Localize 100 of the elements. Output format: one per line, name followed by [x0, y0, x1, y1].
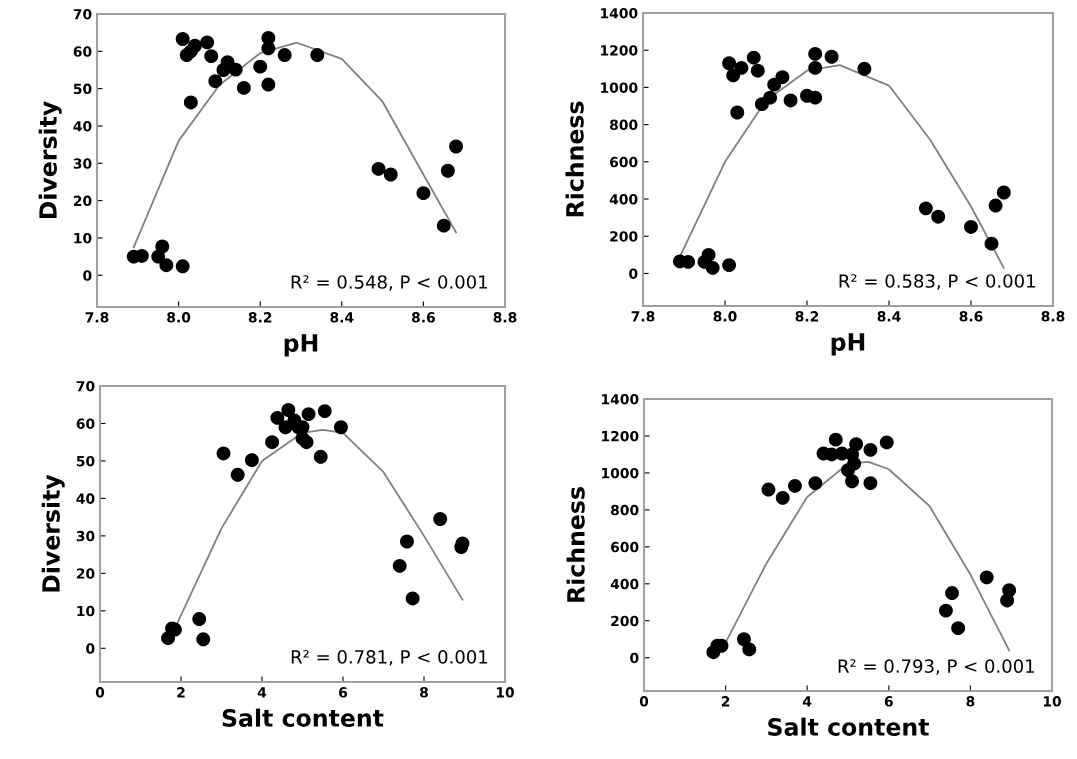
point [761, 482, 776, 497]
point [208, 74, 223, 89]
point [265, 435, 280, 450]
annotation: R² = 0.583, P < 0.001 [839, 274, 1035, 290]
y-tick-label: 1400 [601, 7, 638, 19]
point [828, 432, 843, 447]
x-tick-label: 8 [966, 696, 975, 707]
point [236, 80, 251, 95]
point [945, 586, 959, 600]
x-tick-label: 10 [1043, 696, 1061, 707]
point [371, 161, 386, 176]
annotation: R² = 0.793, P < 0.001 [838, 659, 1035, 675]
x-axis-title: Salt content [222, 708, 384, 727]
point [436, 218, 451, 233]
y-tick-label: 0 [629, 268, 638, 279]
point [775, 70, 790, 85]
point [192, 612, 207, 626]
x-tick-label: 8.0 [167, 312, 191, 323]
x-tick-label: 2 [177, 687, 185, 698]
point [681, 254, 696, 269]
y-tick-label: 30 [73, 158, 92, 169]
x-tick-label: 0 [95, 687, 105, 698]
x-tick-label: 10 [496, 687, 514, 698]
point [705, 260, 720, 275]
x-tick-label: 8.0 [713, 311, 737, 322]
y-tick-label: 70 [76, 380, 95, 392]
point [270, 410, 285, 425]
point [400, 534, 414, 549]
y-tick-label: 60 [76, 418, 95, 429]
x-tick-label: 7.8 [85, 312, 109, 323]
point [808, 60, 823, 75]
point [416, 186, 431, 201]
point [216, 446, 231, 461]
y-tick-label: 800 [610, 119, 638, 131]
point [449, 139, 463, 154]
y-tick-label: 20 [73, 195, 92, 207]
point [931, 209, 946, 224]
point [196, 632, 211, 647]
y-tick-label: 40 [73, 120, 92, 132]
point [433, 512, 448, 526]
point [863, 442, 878, 457]
point [722, 258, 737, 273]
point [334, 420, 348, 435]
x-tick-label: 8.6 [411, 312, 435, 323]
y-tick-label: 30 [76, 530, 95, 542]
y-tick-label: 200 [610, 231, 638, 242]
y-tick-label: 1200 [601, 45, 638, 56]
point [775, 490, 790, 505]
point [783, 93, 798, 108]
point [253, 59, 268, 74]
point [750, 63, 765, 78]
point [175, 32, 190, 46]
x-tick-label: 8.4 [330, 312, 354, 323]
y-tick-label: 1000 [601, 82, 638, 93]
y-axis-title: Diversity [41, 474, 65, 592]
point [849, 437, 864, 452]
y-tick-label: 40 [76, 493, 95, 504]
y-tick-label: 60 [73, 46, 92, 57]
point [847, 456, 862, 471]
point [159, 258, 174, 273]
y-axis-title: Diversity [38, 101, 62, 219]
y-axis-title: Richness [565, 101, 584, 217]
x-tick-label: 0 [639, 696, 649, 707]
point [244, 453, 259, 468]
x-tick-label: 8.8 [493, 312, 517, 323]
point [277, 48, 292, 62]
x-tick-label: 6 [884, 696, 893, 707]
x-axis-title: Salt content [768, 717, 929, 736]
point [175, 259, 190, 274]
x-tick-label: 8.6 [959, 311, 983, 322]
point [984, 236, 999, 251]
x-axis-title: pH [831, 333, 865, 356]
point [155, 239, 170, 254]
y-tick-label: 0 [86, 643, 95, 654]
point [281, 403, 296, 417]
point [383, 167, 398, 182]
x-tick-label: 7.8 [631, 311, 655, 322]
point [979, 570, 994, 585]
y-tick-label: 50 [76, 455, 95, 467]
x-tick-label: 8.2 [248, 312, 272, 323]
point [808, 90, 823, 105]
y-tick-label: 1200 [602, 430, 639, 442]
y-tick-label: 10 [74, 232, 92, 244]
point [1002, 583, 1017, 598]
point [440, 163, 455, 178]
point [230, 467, 245, 482]
point [310, 48, 325, 62]
annotation: R² = 0.548, P < 0.001 [291, 275, 488, 291]
point [863, 476, 878, 491]
point [405, 591, 420, 606]
point [808, 46, 823, 61]
point [187, 38, 202, 53]
point [701, 247, 716, 262]
point [845, 474, 860, 489]
point [857, 61, 872, 76]
y-tick-label: 400 [610, 578, 639, 590]
y-tick-label: 70 [73, 8, 92, 20]
point [808, 476, 823, 491]
point [730, 105, 745, 120]
y-tick-label: 800 [611, 504, 639, 516]
